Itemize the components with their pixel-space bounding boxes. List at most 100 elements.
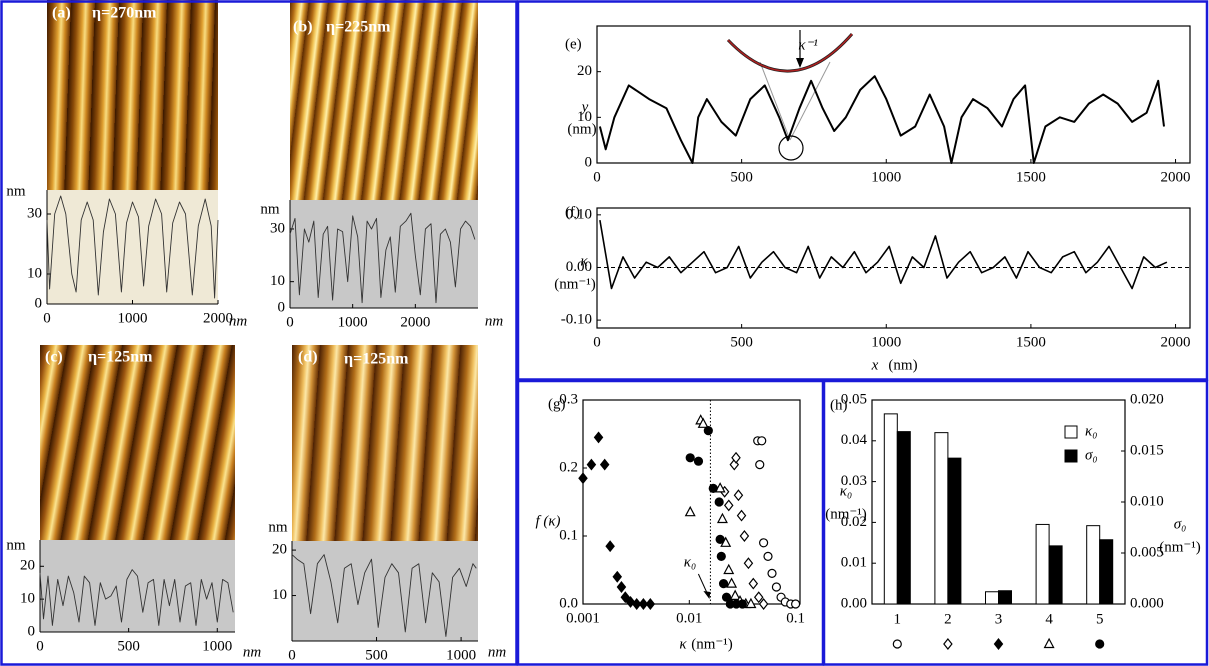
marker (697, 417, 709, 428)
marker (790, 599, 801, 609)
x-tick-label: 0 (593, 334, 601, 350)
marker (892, 639, 902, 649)
y-tick-label: 0.01 (841, 555, 867, 571)
marker (620, 591, 631, 604)
bar (998, 590, 1012, 605)
bar (1048, 545, 1063, 605)
marker (703, 426, 713, 436)
marker (731, 451, 741, 464)
marker (759, 538, 769, 548)
x-tick-label: 0 (43, 310, 51, 326)
x-tick-label: 1000 (871, 334, 901, 350)
x-label: nm (488, 644, 507, 660)
marker (593, 431, 604, 444)
x-tick-label: 0 (286, 314, 294, 330)
x-tick-label: 2000 (1161, 334, 1191, 350)
marker (714, 497, 724, 507)
x-tick-label: 3 (995, 611, 1003, 627)
x-tick-label: 0.001 (566, 610, 600, 626)
marker (733, 489, 744, 502)
x-label: nm (485, 313, 504, 329)
marker (685, 453, 695, 463)
data-line (39, 569, 234, 626)
marker (616, 581, 627, 593)
x-tick-label: 1000 (446, 647, 476, 663)
y-tick-label: 0 (28, 623, 36, 639)
marker (716, 512, 728, 524)
marker (745, 597, 757, 609)
annotation: η=125nm (344, 351, 409, 368)
y-tick-label: 0.3 (559, 391, 578, 407)
marker (1043, 637, 1055, 649)
y-tick-label: 0.02 (841, 514, 867, 530)
x-tick-label: 1500 (1016, 334, 1046, 350)
plot-background (292, 541, 478, 641)
marker (631, 598, 642, 610)
y2-label: σ₀ (1174, 516, 1187, 532)
marker (753, 591, 764, 604)
bar (1086, 525, 1101, 605)
afm-image (40, 345, 235, 540)
marker (737, 599, 748, 609)
label: (b) (293, 19, 313, 36)
x-label: x (871, 357, 879, 373)
x-unit: (nm⁻¹) (691, 636, 733, 652)
label: (h) (830, 397, 848, 413)
marker (638, 598, 649, 610)
label: (e) (565, 36, 582, 52)
plot-frame (596, 25, 1191, 164)
x-tick-label: 2 (944, 611, 952, 627)
y2-unit: (nm⁻¹) (1159, 539, 1201, 555)
marker (723, 499, 734, 512)
marker (729, 589, 741, 600)
marker (739, 530, 750, 542)
x-label: nm (243, 644, 262, 660)
marker (693, 456, 704, 466)
bar (947, 457, 962, 605)
y-unit: (nm⁻¹) (825, 506, 867, 522)
x-tick-label: 0.01 (676, 610, 702, 626)
marker (721, 592, 732, 602)
marker (743, 557, 754, 570)
marker (715, 534, 725, 545)
y-tick-label: -0.10 (561, 312, 592, 328)
y-unit: (nm⁻¹) (554, 276, 596, 292)
marker (708, 483, 718, 493)
y-tick-label: 20 (272, 542, 287, 558)
marker (714, 482, 726, 493)
y-label: nm (268, 519, 288, 535)
marker (758, 598, 769, 610)
marker (723, 563, 735, 575)
marker (993, 638, 1004, 650)
x-tick-label: 0 (36, 638, 44, 654)
annotation: η=125nm (88, 349, 153, 366)
data-line (598, 75, 1165, 164)
y-tick-label: 10 (272, 587, 287, 603)
y-label: f (κ) (535, 513, 560, 529)
data-line (599, 219, 1168, 290)
y2-tick-label: 0.015 (1130, 442, 1164, 458)
x-tick-label: 500 (117, 638, 140, 654)
marker (755, 460, 765, 470)
data-line (289, 212, 476, 304)
y-tick-label: 0.03 (841, 473, 867, 489)
x-tick-label: 1000 (338, 314, 368, 330)
x-tick-label: 1 (894, 611, 902, 627)
y-tick-label: 0.2 (559, 459, 578, 475)
annotation: κ₀ (684, 554, 696, 570)
y-tick-label: 0.1 (559, 527, 578, 543)
marker (726, 577, 738, 588)
y-tick-label: 10 (27, 265, 42, 281)
marker (599, 458, 610, 471)
bar (934, 432, 949, 605)
x-tick-label: 1000 (202, 638, 232, 654)
label: (a) (52, 5, 71, 22)
annotation: κ⁻¹ (798, 37, 818, 53)
annotation: η=270nm (92, 5, 157, 22)
x-tick-label: 500 (730, 334, 753, 350)
y-tick-label: 0.05 (841, 391, 867, 407)
label: (f) (565, 204, 580, 220)
marker (684, 505, 696, 517)
x-tick-label: 500 (365, 647, 388, 663)
